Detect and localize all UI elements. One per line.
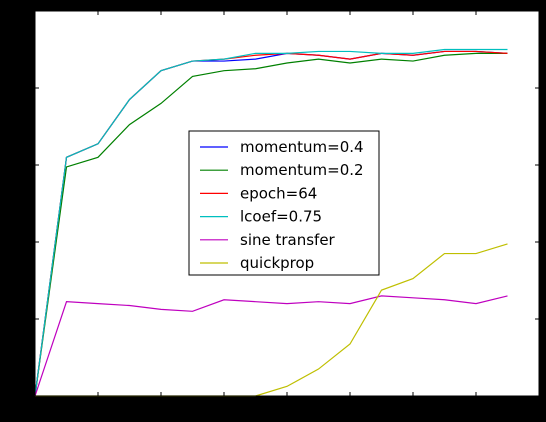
x-tick-label-5: 10 [342,400,359,415]
legend-items: momentum=0.4 momentum=0.2 epoch=64 lcoef=0.… [200,138,364,272]
x-tick-label-0: 0 [31,400,39,415]
legend: momentum=0.4 momentum=0.2 epoch=64 lcoef=0.… [188,130,380,276]
series-line-4 [34,295,508,397]
y-tick-label-3: 0.6 [10,158,31,173]
legend-label-2: epoch=64 [240,184,317,202]
legend-label-1: momentum=0.2 [240,161,364,179]
x-tick-label-3: 6 [220,400,228,415]
y-tick-label-5: 1.0 [10,4,31,19]
y-tick-label-4: 0.8 [10,81,31,96]
x-tick-label-6: 12 [405,400,422,415]
series-line-1 [34,52,508,397]
legend-label-4: sine transfer [240,231,336,249]
x-tick-label-2: 4 [157,400,165,415]
y-tick-label-0: 0.0 [10,389,31,404]
x-tick-label-1: 2 [94,400,102,415]
legend-label-5: quickprop [240,254,314,272]
x-tick-label-8: 16 [531,400,546,415]
tick-layer: 0 2 4 6 8 10 12 14 16 0.0 0.2 0.4 0.6 0.8 1.0 [10,4,546,415]
x-tick-label-7: 14 [468,400,485,415]
y-tick-label-2: 0.4 [10,235,31,250]
x-tick-label-4: 8 [283,400,291,415]
legend-label-0: momentum=0.4 [240,138,364,156]
legend-label-3: lcoef=0.75 [240,208,322,226]
y-tick-label-1: 0.2 [10,312,31,327]
legend-box [188,130,380,276]
series-line-3 [34,48,508,397]
